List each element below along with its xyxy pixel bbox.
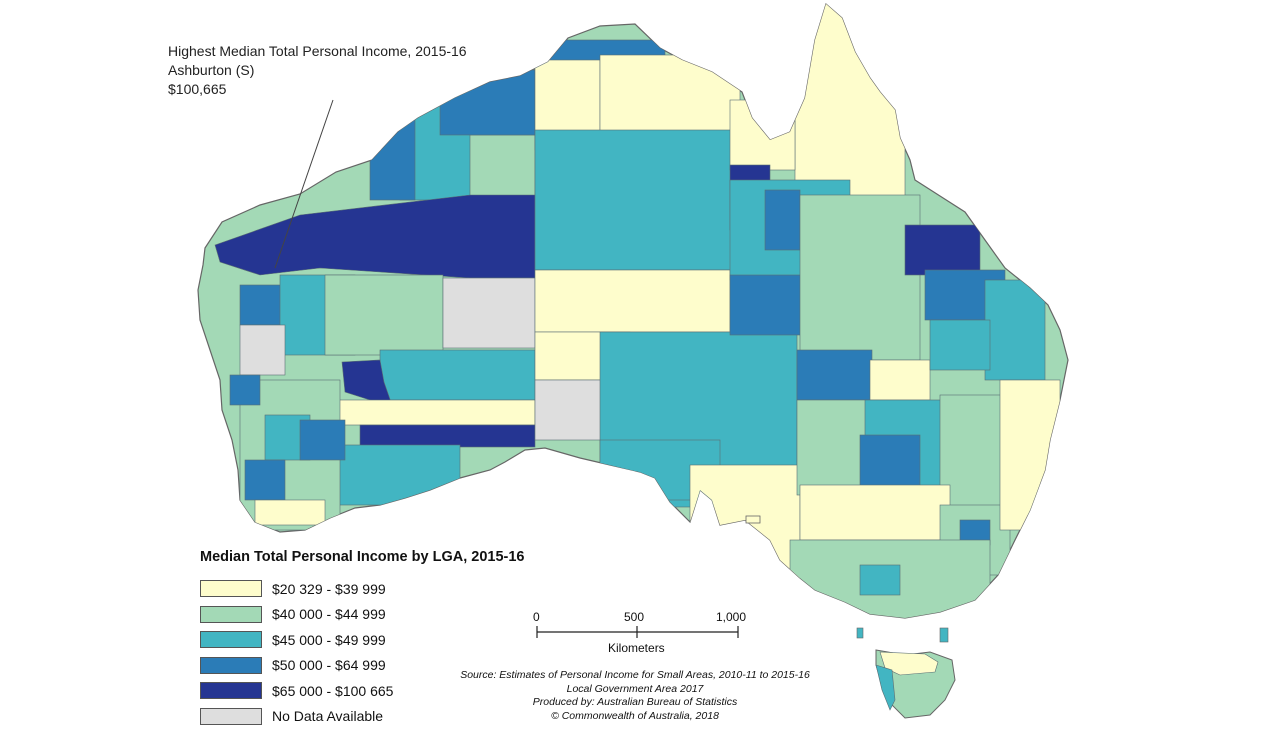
legend-label: $65 000 - $100 665: [272, 683, 393, 699]
source-attribution: Source: Estimates of Personal Income for…: [405, 669, 865, 723]
legend-label: $40 000 - $44 999: [272, 606, 386, 622]
region-nt-arnhem: [600, 55, 740, 140]
region-qld-southwest: [797, 350, 872, 400]
region-wa-east-kimberley: [470, 135, 535, 205]
region-qld-gulf: [730, 100, 795, 170]
source-line-2: Local Government Area 2017: [405, 683, 865, 697]
region-nt-central: [535, 130, 735, 270]
region-nsw-far-west: [797, 400, 867, 495]
scale-label-1000: 1,000: [716, 610, 746, 624]
king-island: [857, 628, 863, 638]
region-nsw-cobar: [860, 435, 920, 490]
callout-lga: Ashburton (S): [168, 61, 467, 80]
region-nsw-coast: [1000, 380, 1060, 530]
source-line-4: © Commonwealth of Australia, 2018: [405, 710, 865, 724]
scale-label-0: 0: [533, 610, 540, 624]
legend-item: $45 000 - $49 999: [200, 627, 524, 653]
scale-label-500: 500: [624, 610, 644, 624]
region-wa-esperance: [330, 445, 460, 505]
region-nsw-riverina: [800, 485, 950, 540]
region-qld-maranoa: [930, 320, 990, 370]
legend-swatch: [200, 580, 262, 597]
legend-swatch: [200, 657, 262, 674]
region-qld-cape-york: [795, 0, 905, 200]
legend-swatch: [200, 631, 262, 648]
region-nt-south-strip: [535, 270, 730, 332]
legend-swatch: [200, 708, 262, 725]
legend-label: $20 329 - $39 999: [272, 581, 386, 597]
source-line-1: Source: Estimates of Personal Income for…: [405, 669, 865, 683]
region-qld-coast: [985, 280, 1045, 380]
kangaroo-island: [746, 516, 760, 523]
region-wa-broome: [370, 120, 415, 200]
legend-swatch: [200, 682, 262, 699]
region-wa-goldfields: [380, 350, 535, 400]
region-wa-perth: [245, 460, 285, 500]
region-wa-menzies: [330, 400, 535, 425]
region-wa-no-data-2: [240, 325, 285, 375]
region-wa-coastal: [230, 375, 260, 405]
region-vic-melbourne: [860, 565, 900, 595]
region-wa-wheatbelt-b: [300, 420, 345, 460]
scale-bar: [537, 626, 738, 638]
region-wa-no-data-1: [443, 278, 535, 348]
legend-title: Median Total Personal Income by LGA, 201…: [200, 549, 524, 565]
highest-income-callout: Highest Median Total Personal Income, 20…: [168, 42, 467, 99]
callout-value: $100,665: [168, 80, 467, 99]
flinders-island: [940, 628, 948, 642]
legend-label: $50 000 - $64 999: [272, 657, 386, 673]
legend-label: $45 000 - $49 999: [272, 632, 386, 648]
region-wa-coolgardie: [360, 425, 535, 447]
tasmania-west: [876, 665, 895, 710]
legend-item: $40 000 - $44 999: [200, 602, 524, 628]
source-line-3: Produced by: Australian Bureau of Statis…: [405, 696, 865, 710]
region-wa-southcoast: [255, 500, 325, 525]
region-qld-mount-isa: [765, 190, 800, 250]
legend-label: No Data Available: [272, 708, 383, 724]
legend-swatch: [200, 606, 262, 623]
region-sa-southeast: [690, 465, 800, 585]
legend-item: $20 329 - $39 999: [200, 576, 524, 602]
region-wa-gascoyne: [240, 285, 285, 325]
region-qld-isaac: [905, 225, 980, 275]
region-qld-central: [800, 195, 920, 360]
callout-title: Highest Median Total Personal Income, 20…: [168, 42, 467, 61]
region-wa-murchison: [325, 275, 443, 355]
region-qld-darling-downs: [870, 360, 930, 400]
scale-unit-label: Kilometers: [608, 641, 665, 655]
